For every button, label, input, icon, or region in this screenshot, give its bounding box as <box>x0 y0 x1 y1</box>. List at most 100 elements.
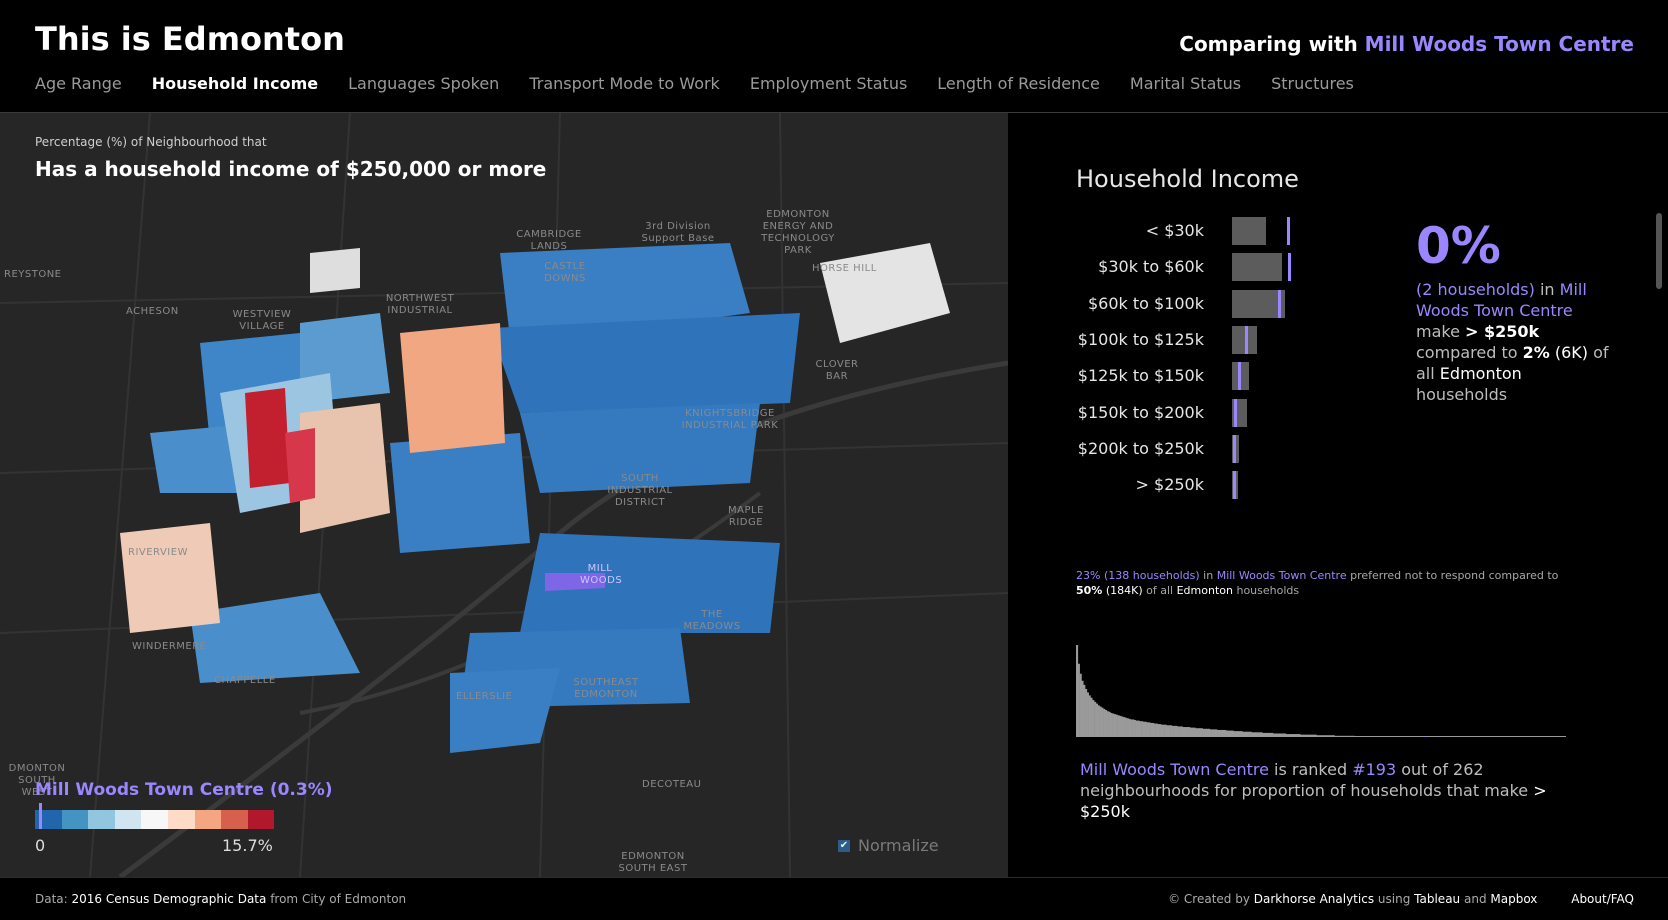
tab-length-of-residence[interactable]: Length of Residence <box>937 74 1100 93</box>
distribution-bar <box>1408 736 1411 737</box>
summary-make: make <box>1416 322 1460 341</box>
distribution-bar <box>1497 736 1500 737</box>
distribution-bar <box>1312 734 1315 737</box>
distribution-bar <box>1524 736 1527 737</box>
tab-transport-mode[interactable]: Transport Mode to Work <box>529 74 720 93</box>
income-bar-row[interactable]: < $30k <box>1068 213 1388 249</box>
map-canvas[interactable] <box>0 113 1008 877</box>
distribution-bar <box>1180 726 1183 737</box>
distribution-bar <box>1338 735 1341 737</box>
distribution-bar <box>1144 721 1147 737</box>
distribution-bar <box>1090 697 1093 737</box>
nr-city-count: (184K) <box>1105 584 1143 597</box>
distribution-bar <box>1088 695 1091 737</box>
distribution-bar <box>1175 725 1178 737</box>
source-link[interactable]: City of Edmonton <box>301 892 407 906</box>
distribution-bar <box>1345 735 1348 737</box>
mapbox-link[interactable]: Mapbox <box>1490 892 1538 906</box>
dataset-link[interactable]: 2016 Census Demographic Data <box>71 892 267 906</box>
about-faq-link[interactable]: About/FAQ <box>1571 892 1634 906</box>
distribution-bar <box>1274 733 1277 737</box>
distribution-bar <box>1220 729 1223 737</box>
distribution-bar <box>1267 732 1270 737</box>
distribution-bar <box>1117 715 1120 737</box>
distribution-bar <box>1551 736 1554 737</box>
legend-selected-neighbourhood: Mill Woods Town Centre (0.3%) <box>35 780 333 800</box>
panel-scrollbar[interactable] <box>1656 213 1662 289</box>
nr-households: (138 households) <box>1103 569 1200 582</box>
distribution-bar <box>1374 736 1377 737</box>
tableau-link[interactable]: Tableau <box>1414 892 1461 906</box>
distribution-bar <box>1424 736 1428 737</box>
choropleth-map[interactable]: Percentage (%) of Neighbourhood that Has… <box>0 113 1008 877</box>
map-label: ELLERSLIE <box>456 691 513 702</box>
distribution-bar <box>1405 736 1408 737</box>
distribution-bar <box>1081 680 1084 737</box>
distribution-bar <box>1155 723 1158 737</box>
distribution-bar <box>1104 710 1108 737</box>
footer: Data: 2016 Census Demographic Data from … <box>0 877 1668 920</box>
map-label: WESTVIEW VILLAGE <box>232 309 292 332</box>
nr-tail: households <box>1236 584 1300 597</box>
distribution-bar <box>1473 736 1476 737</box>
distribution-bar <box>1162 724 1165 737</box>
comparison-neighbourhood-link[interactable]: Mill Woods Town Centre <box>1364 32 1634 56</box>
income-bar-row[interactable]: $150k to $200k <box>1068 395 1388 431</box>
distribution-bar <box>1330 735 1334 737</box>
distribution-bar <box>1459 736 1462 737</box>
distribution-bar <box>1417 736 1420 737</box>
summary-city-pct: 2% <box>1522 343 1550 362</box>
distribution-bar <box>1294 734 1297 737</box>
data-from: from <box>270 892 299 906</box>
distribution-bar <box>1556 736 1560 737</box>
distribution-bar <box>1537 736 1540 737</box>
normalize-toggle[interactable]: ✔ Normalize <box>838 836 939 855</box>
nr-in: in <box>1203 569 1214 582</box>
distribution-bar <box>1499 736 1502 737</box>
income-bar-row[interactable]: $60k to $100k <box>1068 286 1388 322</box>
tab-employment-status[interactable]: Employment Status <box>749 74 908 93</box>
map-label: 3rd Division Support Base <box>641 221 715 244</box>
distribution-bar <box>1197 728 1200 737</box>
map-label: WINDERMERE <box>132 641 207 652</box>
summary-city-count: (6K) <box>1554 343 1589 362</box>
legend-swatch <box>221 810 248 829</box>
distribution-bar <box>1085 688 1088 737</box>
distribution-bar <box>1303 734 1306 737</box>
distribution-bar <box>1526 736 1529 737</box>
income-bar-row[interactable]: $200k to $250k <box>1068 431 1388 467</box>
distribution-bar <box>1370 736 1373 737</box>
distribution-bar <box>1368 736 1372 737</box>
income-bar-row[interactable]: $30k to $60k <box>1068 249 1388 285</box>
distribution-bar <box>1549 736 1552 737</box>
income-bar-row[interactable]: $100k to $125k <box>1068 322 1388 358</box>
distribution-bar <box>1517 736 1520 737</box>
tab-languages-spoken[interactable]: Languages Spoken <box>348 74 500 93</box>
checkbox-icon[interactable]: ✔ <box>838 839 850 852</box>
tab-marital-status[interactable]: Marital Status <box>1129 74 1242 93</box>
distribution-bar <box>1309 734 1312 737</box>
distribution-bar <box>1434 736 1437 737</box>
tab-structures[interactable]: Structures <box>1271 74 1354 93</box>
distribution-bar <box>1142 721 1146 737</box>
neighbourhood-blocks[interactable] <box>120 243 950 753</box>
distribution-bar <box>1148 722 1151 737</box>
creator-link[interactable]: Darkhorse Analytics <box>1253 892 1375 906</box>
income-bar-row[interactable]: > $250k <box>1068 467 1388 503</box>
tab-age-range[interactable]: Age Range <box>35 74 122 93</box>
rank-is-ranked: is ranked <box>1274 760 1348 779</box>
distribution-bar <box>1311 734 1314 737</box>
distribution-bar <box>1242 731 1245 737</box>
category-tabs: Age Range Household Income Languages Spo… <box>35 74 1384 93</box>
legend-max: 15.7% <box>222 836 273 855</box>
distribution-bar <box>1235 731 1238 737</box>
distribution-bar <box>1094 701 1097 737</box>
tab-household-income[interactable]: Household Income <box>151 74 319 93</box>
distribution-bar <box>1522 736 1525 737</box>
credits-and: and <box>1463 892 1487 906</box>
distribution-bar <box>1280 733 1283 737</box>
distribution-bar <box>1130 719 1133 737</box>
summary-tail: households <box>1416 385 1508 404</box>
income-bar-row[interactable]: $125k to $150k <box>1068 358 1388 394</box>
distribution-bar <box>1439 736 1442 737</box>
